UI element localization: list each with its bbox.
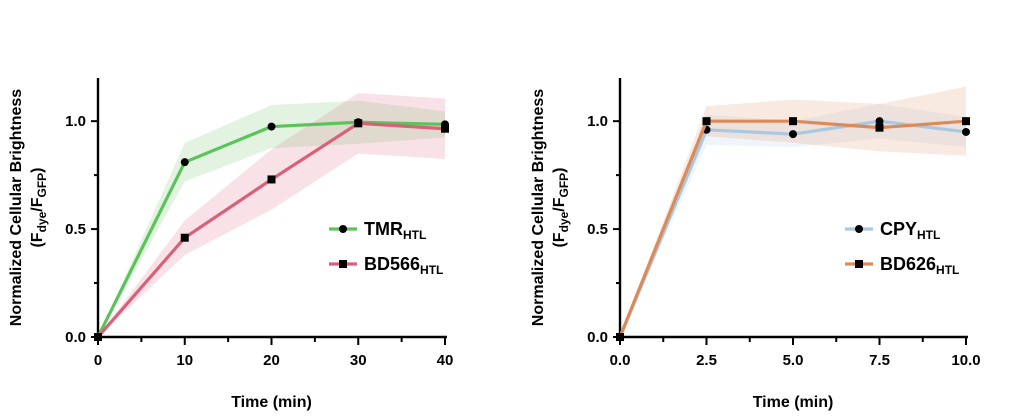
x-tick-label: 10.0	[951, 352, 980, 369]
y-tick-label: 1.0	[65, 113, 86, 130]
series-1-point	[267, 175, 276, 184]
y-tick-label: 1.0	[587, 113, 608, 130]
legend-label: BD626HTL	[880, 254, 959, 277]
series-1-error-band	[98, 93, 445, 337]
series-1-point	[616, 333, 624, 341]
series-1-point	[94, 333, 102, 341]
chart-panel-left: 0.0 0.5 1.0 0 10 20 30 40 Time (min) Normalized C…	[8, 78, 453, 411]
x-tick-label: 20	[263, 352, 280, 369]
legend-label: CPYHTL	[880, 219, 940, 242]
x-axis-title: Time (min)	[231, 394, 312, 411]
y-tick-label: 0.0	[65, 329, 86, 346]
series-0-point	[962, 127, 970, 136]
x-tick-label: 2.5	[696, 352, 717, 369]
series-1-point	[180, 233, 189, 242]
series-1-point	[875, 123, 884, 132]
x-tick-label: 30	[350, 352, 367, 369]
x-tick-label: 0	[94, 352, 102, 369]
series-0-point	[180, 158, 189, 167]
legend-swatch-marker	[339, 260, 347, 268]
series-1-point	[789, 117, 797, 126]
x-axis-title: Time (min)	[753, 394, 834, 411]
x-tick-label: 0.0	[610, 352, 631, 369]
legend-swatch-marker	[339, 225, 347, 233]
y-axis-title: Normalized Cellular Brightness	[530, 89, 547, 326]
series-1-error-band	[620, 86, 966, 337]
series-1-point	[354, 119, 363, 128]
y-axis-subtitle: (Fdye/FGFP)	[29, 167, 49, 247]
y-tick-label: 0.5	[65, 221, 86, 238]
chart-panel-right: 0.0 0.5 1.0 0.0 2.5 5.0 7.5 10.0 Time (min) Norma…	[530, 78, 981, 411]
y-axis-subtitle: (Fdye/FGFP)	[551, 167, 571, 247]
x-tick-label: 10	[176, 352, 193, 369]
y-tick-label: 0.5	[587, 221, 608, 238]
series-1-point	[702, 117, 711, 126]
legend-label: BD566HTL	[364, 254, 443, 277]
series-0-point	[267, 122, 276, 131]
legend-swatch-marker	[855, 225, 863, 233]
x-tick-label: 40	[437, 352, 454, 369]
series-0-point	[789, 130, 797, 139]
series-1-point	[962, 117, 970, 126]
series-0-point	[875, 117, 884, 126]
y-tick-label: 0.0	[587, 329, 608, 346]
legend-swatch-marker	[855, 260, 863, 268]
y-axis-title: Normalized Cellular Brightness	[8, 89, 25, 326]
x-tick-label: 7.5	[869, 352, 890, 369]
legend-label: TMRHTL	[364, 219, 426, 242]
series-1-point	[441, 124, 449, 133]
x-tick-label: 5.0	[783, 352, 804, 369]
